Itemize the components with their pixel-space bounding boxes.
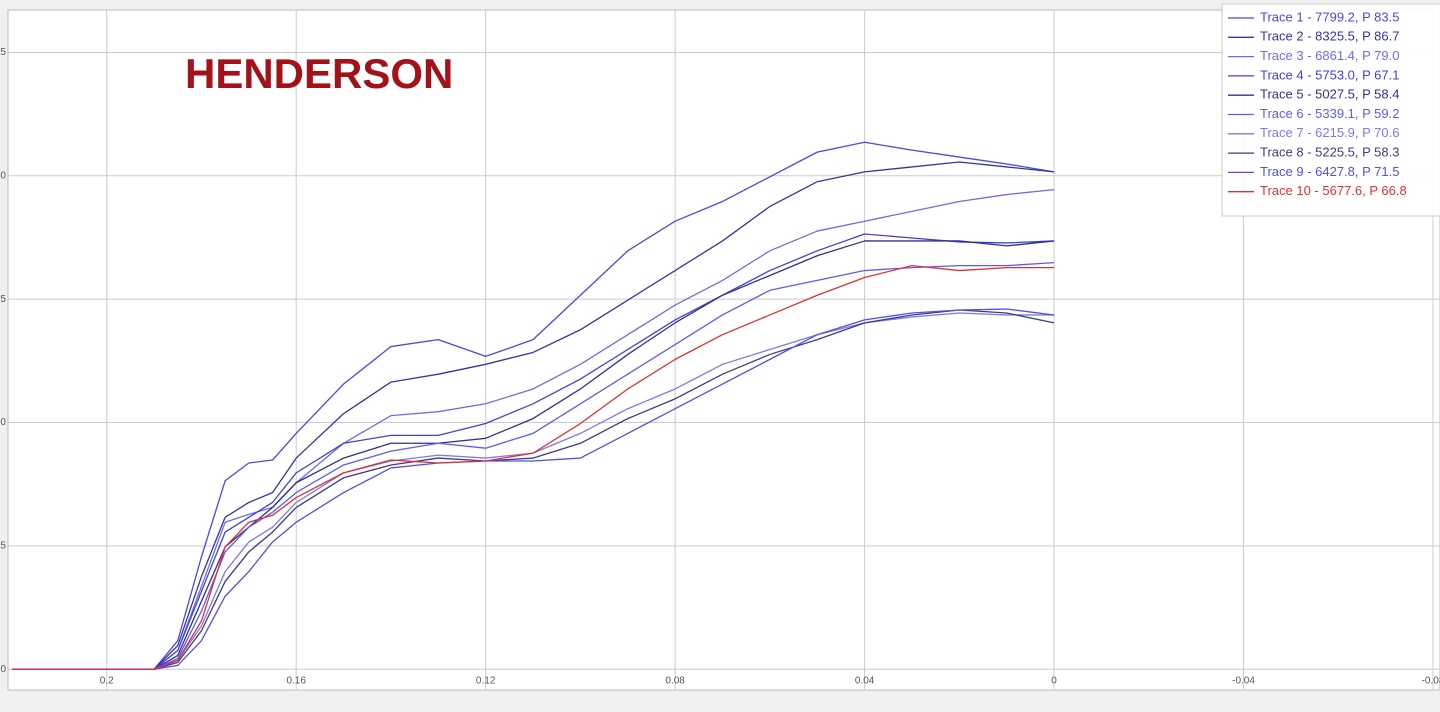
trace-line — [12, 264, 1055, 670]
y-tick-label: 500 — [0, 170, 6, 181]
plot-area — [7, 9, 1440, 691]
y-tick-label: 375 — [0, 294, 6, 305]
x-tick-label: 0 — [1051, 676, 1057, 687]
x-tick-label: 0.08 — [665, 676, 685, 687]
legend-label: Trace 8 - 5225.5, P 58.3 — [1260, 145, 1399, 160]
lines — [12, 141, 1055, 670]
trace-line — [12, 141, 1055, 670]
x-tick-label: 0.16 — [286, 676, 306, 687]
legend-label: Trace 5 - 5027.5, P 58.4 — [1260, 87, 1399, 102]
y-tick-label: 250 — [0, 417, 6, 428]
legend: Trace 1 - 7799.2, P 83.5 Trace 2 - 8325.5… — [1221, 3, 1440, 217]
y-tick-label: 625 — [0, 47, 6, 58]
legend-label: Trace 4 - 5753.0, P 67.1 — [1260, 67, 1399, 82]
legend-label: Trace 1 - 7799.2, P 83.5 — [1260, 9, 1399, 24]
legend-label: Trace 2 - 8325.5, P 86.7 — [1260, 29, 1399, 44]
x-tick-label: 0.2 — [100, 676, 114, 687]
trace-line — [12, 233, 1055, 670]
y-tick-label: 0 — [0, 664, 6, 675]
trace-line — [12, 161, 1055, 670]
chart-title: HENDERSON — [185, 50, 453, 97]
legend-label: Trace 7 - 6215.9, P 70.6 — [1260, 125, 1399, 140]
x-tick-label: -0.04 — [1232, 676, 1255, 687]
x-tick-label: 0.12 — [476, 676, 496, 687]
y-tick-label: 125 — [0, 541, 6, 552]
legend-box — [1221, 3, 1440, 217]
legend-label: Trace 9 - 6427.8, P 71.5 — [1260, 164, 1399, 179]
legend-label: Trace 3 - 6861.4, P 79.0 — [1260, 48, 1399, 63]
grid: 0.2 0.16 0.12 0.08 0.04 0 -0.04 -0.08 0 125 250 375… — [0, 10, 1440, 690]
trace-line — [12, 262, 1055, 670]
legend-label: Trace 10 - 5677.6, P 66.8 — [1260, 183, 1407, 198]
x-tick-label: 0.04 — [855, 676, 875, 687]
x-tick-label: -0.08 — [1422, 676, 1440, 687]
trace-line — [12, 188, 1055, 670]
trace-line — [12, 240, 1055, 670]
legend-label: Trace 6 - 5339.1, P 59.2 — [1260, 106, 1399, 121]
